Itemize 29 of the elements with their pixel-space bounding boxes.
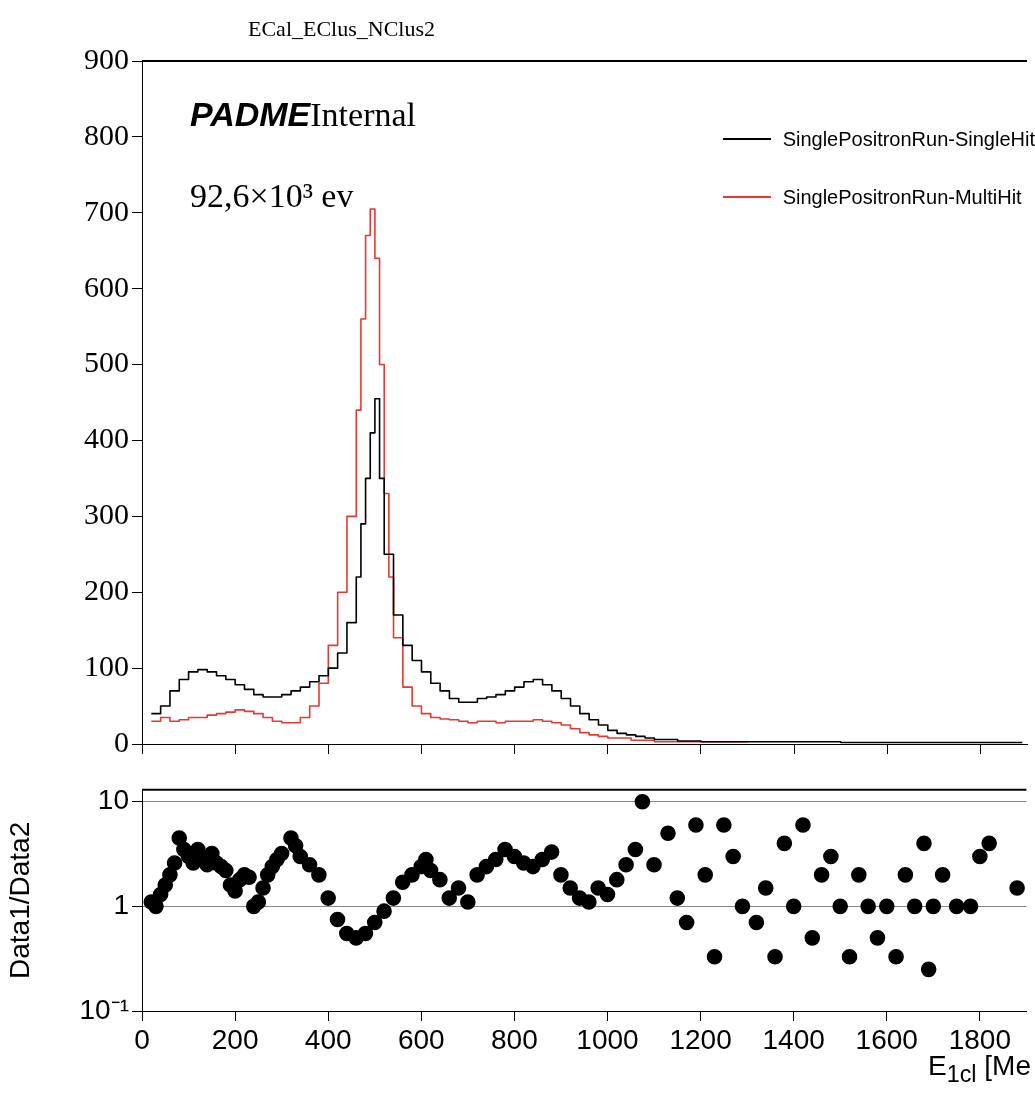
x-tick-label: 0 [134, 1023, 150, 1055]
x-tick-label: 1600 [855, 1023, 918, 1055]
x-tick-label: 600 [397, 1023, 445, 1055]
x-tick-label: 1200 [669, 1023, 732, 1055]
y-tick-label: 1 [113, 889, 129, 921]
legend-label: SinglePositronRun-SingleHit [782, 127, 1035, 151]
x-tick-label: 400 [304, 1023, 352, 1055]
x-tick-label: 1000 [576, 1023, 639, 1055]
x-tick-label: 1400 [762, 1023, 825, 1055]
annotation: Internal [310, 96, 416, 133]
y-axis-title: Data1/Data2 [3, 821, 35, 980]
y-tick-label: 0 [114, 724, 129, 758]
y-tick-label: 800 [84, 117, 129, 151]
y-tick-label: 500 [84, 345, 129, 379]
y-tick-label: 400 [84, 421, 129, 455]
legend-label: SinglePositronRun-MultiHit [782, 185, 1022, 209]
y-tick-label: 10⁻¹ [79, 993, 129, 1025]
x-tick-label: 200 [211, 1023, 259, 1055]
annotation: 92,6×10³ ev [190, 177, 354, 215]
y-tick-label: 10 [97, 784, 129, 816]
y-tick-label: 900 [84, 41, 129, 75]
y-tick-label: 100 [84, 648, 129, 682]
y-tick-label: 700 [84, 193, 129, 227]
y-tick-label: 200 [84, 573, 129, 607]
chart-title: ECal_EClus_NClus2 [248, 16, 436, 42]
y-tick-label: 300 [84, 497, 129, 531]
y-tick-label: 600 [84, 269, 129, 303]
x-tick-label: 800 [491, 1023, 538, 1055]
annotation: PADME [190, 95, 311, 133]
